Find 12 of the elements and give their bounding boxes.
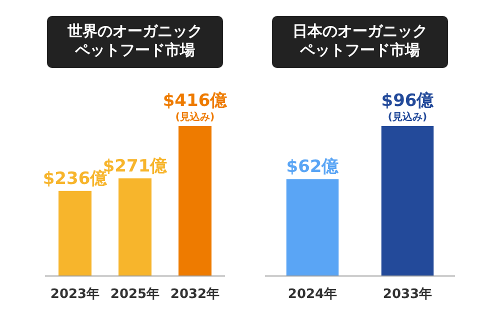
x-tick-label: 2024年 — [288, 287, 338, 302]
chart-title: 日本のオーガニックペットフード市場 — [292, 22, 428, 59]
x-tick-label: 2025年 — [110, 287, 160, 302]
data-label: $62億 — [286, 157, 340, 178]
annotation: (見込み) — [388, 111, 428, 123]
chart-title: 世界のオーガニックペットフード市場 — [66, 22, 202, 59]
data-label: $416億 — [162, 91, 228, 111]
data-label: $96億 — [381, 91, 435, 111]
annotation: (見込み) — [175, 111, 215, 123]
x-tick-label: 2033年 — [382, 287, 432, 302]
x-tick-label: 2023年 — [50, 287, 100, 302]
x-tick-label: 2032年 — [170, 287, 220, 302]
